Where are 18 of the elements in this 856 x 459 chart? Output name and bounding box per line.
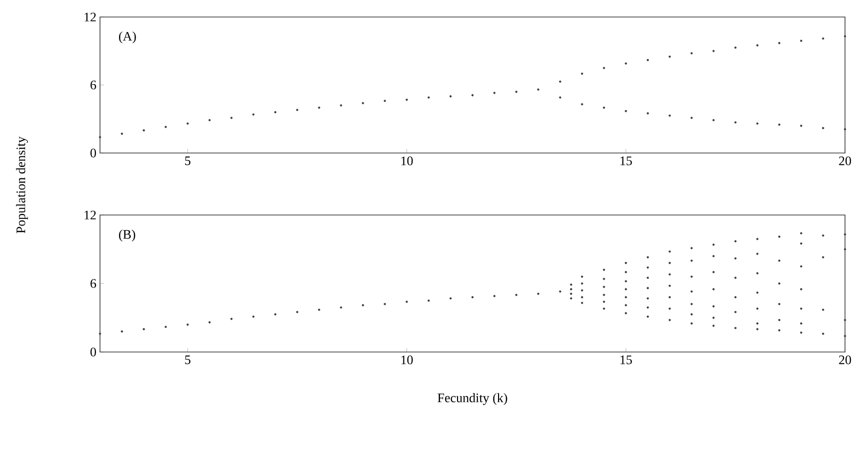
y-axis-title: Population density [16, 136, 28, 234]
x-tick-label: 10 [401, 156, 413, 166]
x-tick-label: 5 [185, 356, 190, 364]
y-tick-label: 0 [90, 148, 96, 158]
y-tick-label: 12 [84, 210, 96, 220]
annotation: (B) [119, 230, 136, 242]
annotation: (A) [119, 32, 136, 44]
x-tick-label: 15 [620, 356, 632, 364]
x-tick-label: 20 [839, 356, 852, 364]
x-axis-title: Fecundity (k) [438, 393, 508, 405]
y-tick-label: 6 [90, 80, 96, 90]
x-tick-label: 20 [839, 156, 852, 166]
x-tick-label: 15 [620, 156, 632, 166]
y-tick-label: 6 [90, 279, 96, 288]
y-tick-label: 12 [84, 12, 96, 22]
x-tick-label: 5 [185, 156, 190, 166]
y-tick-label: 0 [90, 348, 96, 356]
x-tick-label: 10 [401, 356, 413, 364]
